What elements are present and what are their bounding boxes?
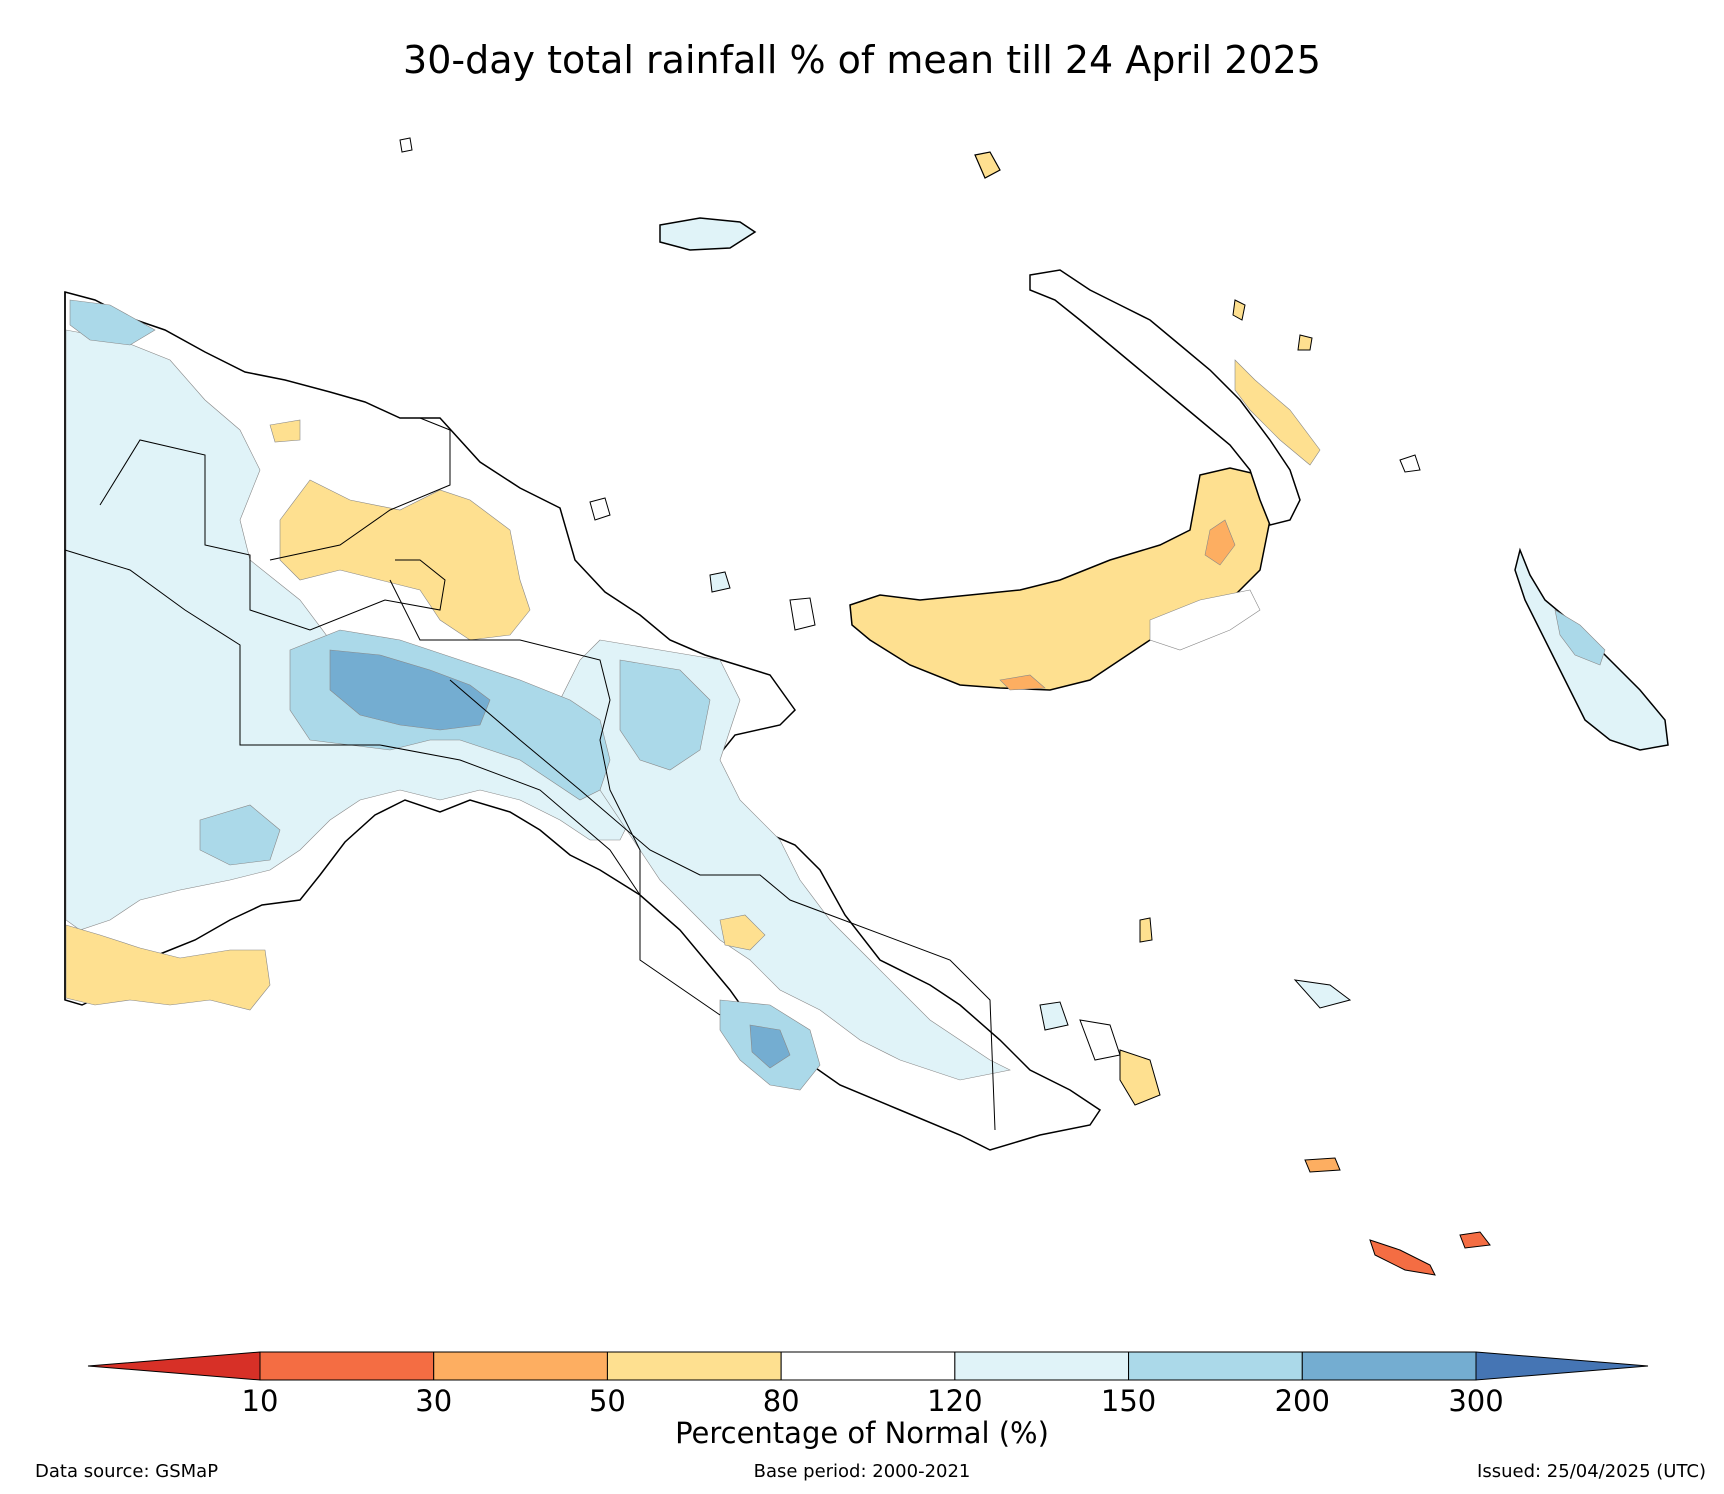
new-ireland-yellow bbox=[1234, 359, 1321, 466]
mainland bbox=[64, 291, 1102, 1151]
island-tabar bbox=[1232, 299, 1246, 321]
colorbar-bin-10-30 bbox=[259, 1351, 435, 1381]
new-britain bbox=[849, 467, 1271, 691]
new-britain-orange bbox=[1204, 519, 1236, 566]
zone-150-200-south bbox=[199, 804, 281, 866]
new-britain-orange-south bbox=[999, 674, 1046, 691]
zone-150-200-east bbox=[619, 659, 711, 771]
new-ireland bbox=[1029, 269, 1321, 526]
island-north-1 bbox=[974, 151, 1001, 179]
small-islands bbox=[399, 137, 1491, 1276]
new-ireland-outline bbox=[1029, 269, 1301, 526]
bougainville-blue bbox=[1554, 609, 1606, 666]
base-period: Base period: 2000-2021 bbox=[753, 1461, 971, 1482]
zone-50-80-small bbox=[269, 419, 301, 443]
colorbar-bin-120-150 bbox=[954, 1351, 1130, 1381]
island-misima bbox=[1304, 1157, 1341, 1173]
colorbar-bin-50-80 bbox=[606, 1351, 782, 1381]
zone-200-300-highlands bbox=[329, 649, 491, 731]
colorbar-title: Percentage of Normal (%) bbox=[675, 1416, 1049, 1450]
island-fergusson bbox=[1119, 1049, 1161, 1106]
bougainville bbox=[1514, 547, 1669, 751]
island-trobriand bbox=[1139, 917, 1153, 943]
colorbar-tick-label: 10 bbox=[241, 1384, 279, 1418]
colorbar-bin-150-200 bbox=[1128, 1351, 1303, 1381]
zone-50-80-southwest bbox=[65, 924, 271, 1011]
island-tagula bbox=[1369, 1239, 1436, 1276]
data-source: Data source: GSMaP bbox=[35, 1461, 219, 1482]
manus-outline bbox=[659, 217, 757, 251]
island-east-1 bbox=[1399, 454, 1421, 473]
colorbar-extend-low bbox=[87, 1351, 261, 1381]
island-karkar bbox=[589, 497, 611, 521]
colorbar-tick-label: 30 bbox=[415, 1384, 453, 1418]
island-lihir bbox=[1297, 334, 1313, 351]
colorbar-tick-label: 150 bbox=[1100, 1384, 1157, 1418]
colorbar-bin-200-300 bbox=[1301, 1351, 1477, 1381]
new-britain-outline bbox=[849, 467, 1271, 691]
island-dentrecasteaux bbox=[1039, 1001, 1069, 1031]
manus bbox=[659, 217, 757, 251]
colorbar bbox=[87, 1351, 1649, 1381]
colorbar-tick-label: 120 bbox=[927, 1384, 983, 1418]
colorbar-bin-80-120 bbox=[780, 1351, 956, 1381]
colorbar-tick-label: 200 bbox=[1274, 1384, 1330, 1418]
island-normanby bbox=[1079, 1019, 1121, 1061]
zone-50-80-central bbox=[719, 914, 766, 951]
zone-150-200-north bbox=[69, 299, 156, 346]
island-woodlark bbox=[1293, 979, 1352, 1009]
island-umboi bbox=[789, 597, 816, 631]
issued-date: Issued: 25/04/2025 (UTC) bbox=[1477, 1461, 1706, 1482]
colorbar-tick-label: 50 bbox=[588, 1384, 626, 1418]
colorbar-tick-label: 80 bbox=[762, 1384, 800, 1418]
map-title: 30-day total rainfall % of mean till 24 … bbox=[403, 38, 1321, 82]
colorbar-tick-label: 300 bbox=[1448, 1384, 1504, 1418]
zone-200-300-southeast bbox=[749, 1024, 791, 1069]
province-boundaries bbox=[64, 417, 996, 1131]
colorbar-extend-high bbox=[1475, 1351, 1649, 1381]
new-britain-white bbox=[1149, 589, 1261, 651]
island-long bbox=[709, 571, 731, 593]
island-hermits bbox=[399, 137, 413, 153]
island-rossel bbox=[1459, 1231, 1491, 1249]
colorbar-bin-30-50 bbox=[433, 1351, 608, 1381]
